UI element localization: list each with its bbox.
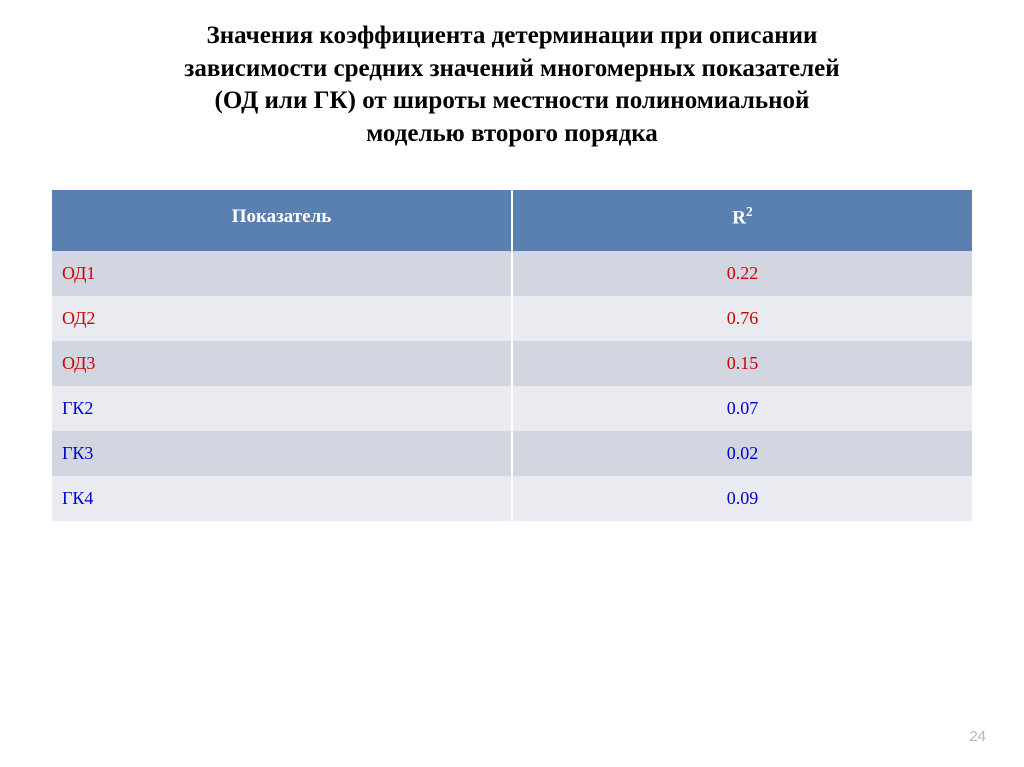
- header-r2: R2: [512, 190, 972, 251]
- title-line-3: (ОД или ГК) от широты местности полиноми…: [215, 87, 810, 114]
- table-row: ОД3 0.15: [52, 341, 972, 386]
- table-row: ОД1 0.22: [52, 251, 972, 296]
- row-label: ОД3: [52, 341, 512, 386]
- determination-table: Показатель R2 ОД1 0.22 ОД2 0.76 ОД3: [52, 190, 972, 521]
- table-row: ГК3 0.02: [52, 431, 972, 476]
- row-value: 0.76: [512, 296, 972, 341]
- row-value: 0.22: [512, 251, 972, 296]
- header-indicator: Показатель: [52, 190, 512, 251]
- title-line-2: зависимости средних значений многомерных…: [184, 55, 839, 82]
- row-label: ОД2: [52, 296, 512, 341]
- header-r2-base: R: [732, 207, 746, 228]
- table-row: ОД2 0.76: [52, 296, 972, 341]
- table-row: ГК2 0.07: [52, 386, 972, 431]
- row-value: 0.09: [512, 476, 972, 521]
- row-label: ГК4: [52, 476, 512, 521]
- row-value: 0.07: [512, 386, 972, 431]
- table-row: ГК4 0.09: [52, 476, 972, 521]
- row-label: ОД1: [52, 251, 512, 296]
- header-r2-sup: 2: [746, 204, 753, 219]
- slide-title: Значения коэффициента детерминации при о…: [0, 0, 1024, 150]
- row-value: 0.15: [512, 341, 972, 386]
- page-number: 24: [969, 728, 986, 745]
- table-header-row: Показатель R2: [52, 190, 972, 251]
- row-value: 0.02: [512, 431, 972, 476]
- row-label: ГК2: [52, 386, 512, 431]
- row-label: ГК3: [52, 431, 512, 476]
- header-indicator-text: Показатель: [232, 206, 332, 227]
- slide: Значения коэффициента детерминации при о…: [0, 0, 1024, 767]
- title-line-1: Значения коэффициента детерминации при о…: [207, 22, 818, 49]
- title-line-4: моделью второго порядка: [366, 120, 658, 147]
- table-container: Показатель R2 ОД1 0.22 ОД2 0.76 ОД3: [0, 150, 1024, 521]
